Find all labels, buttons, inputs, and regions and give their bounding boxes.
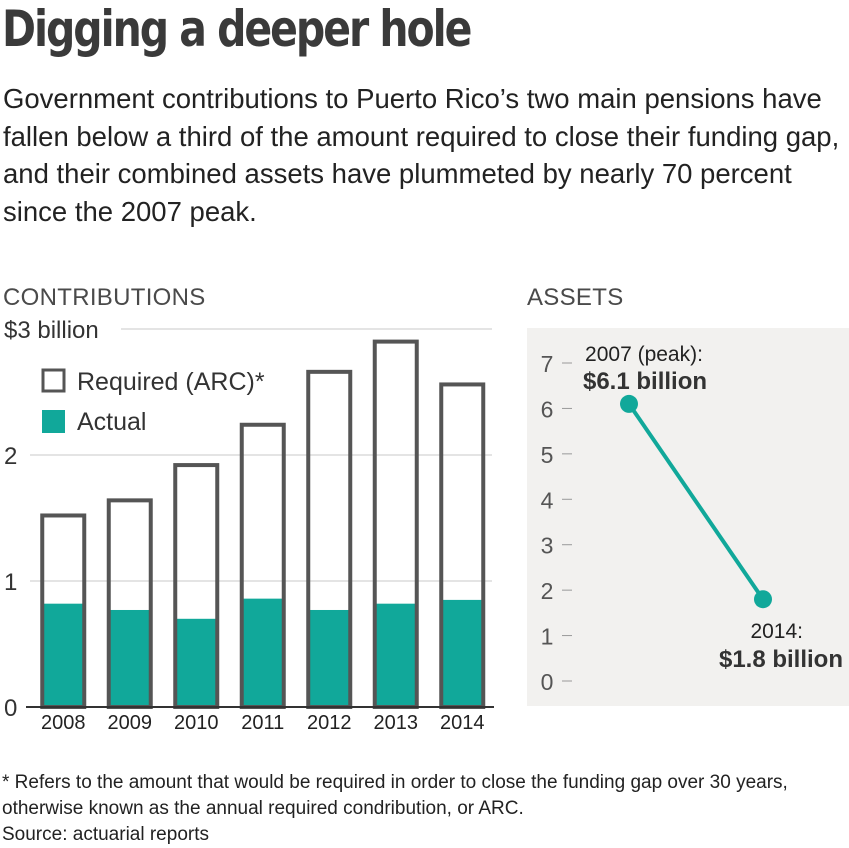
y-tick-label: 3 [541,533,554,559]
x-tick-label: 2008 [41,712,86,734]
y-tick-label: 1 [4,569,17,596]
bar-actual [175,618,218,707]
assets-line [627,402,765,601]
chart-subtitle: Government contributions to Puerto Rico’… [3,83,840,227]
contributions-label: CONTRIBUTIONS [3,284,206,311]
footnote: * Refers to the amount that would be req… [2,770,848,848]
x-tick-label: 2011 [241,712,284,734]
chart-title: Digging a deeper hole [2,0,472,58]
bar-actual [308,609,351,707]
x-tick-label: 2010 [174,712,219,734]
x-tick-label: 2012 [307,712,352,734]
legend-actual-swatch [42,410,65,433]
y-tick-label: 0 [541,669,554,695]
source-text: Source: actuarial reports [2,824,209,845]
bar-actual [108,609,151,707]
footnote-text: * Refers to the amount that would be req… [2,772,788,819]
x-tick-label: 2013 [374,712,419,734]
bar-actual [441,599,484,707]
assets-point [620,394,638,413]
annotation-2007-value: $6.1 billion [583,368,707,395]
y-tick-label: 7 [541,351,554,377]
legend-required-label: Required (ARC)* [77,368,265,396]
y-tick-label: 2 [541,578,554,604]
annotation-2014-value: $1.8 billion [719,646,843,673]
y-tick-label: 4 [541,487,554,513]
y-tick-label: $3 billion [4,317,99,344]
x-tick-label: 2009 [108,712,153,734]
x-tick-label: 2014 [440,712,485,734]
y-tick-label: 0 [4,695,17,722]
bar-actual [374,603,417,707]
legend-actual-label: Actual [77,408,146,436]
bar-actual [42,603,85,707]
y-tick-label: 1 [541,624,554,650]
annotation-2007-label: 2007 (peak): [585,343,703,366]
bar-actual [241,598,284,707]
assets-point [754,590,772,609]
assets-label: ASSETS [527,284,624,311]
y-tick-label: 5 [541,442,554,468]
annotation-2014-label: 2014: [750,620,803,643]
y-tick-label: 2 [4,443,17,470]
legend-required-swatch [41,368,66,393]
y-tick-label: 6 [541,396,554,422]
assets-panel-background [527,328,849,706]
